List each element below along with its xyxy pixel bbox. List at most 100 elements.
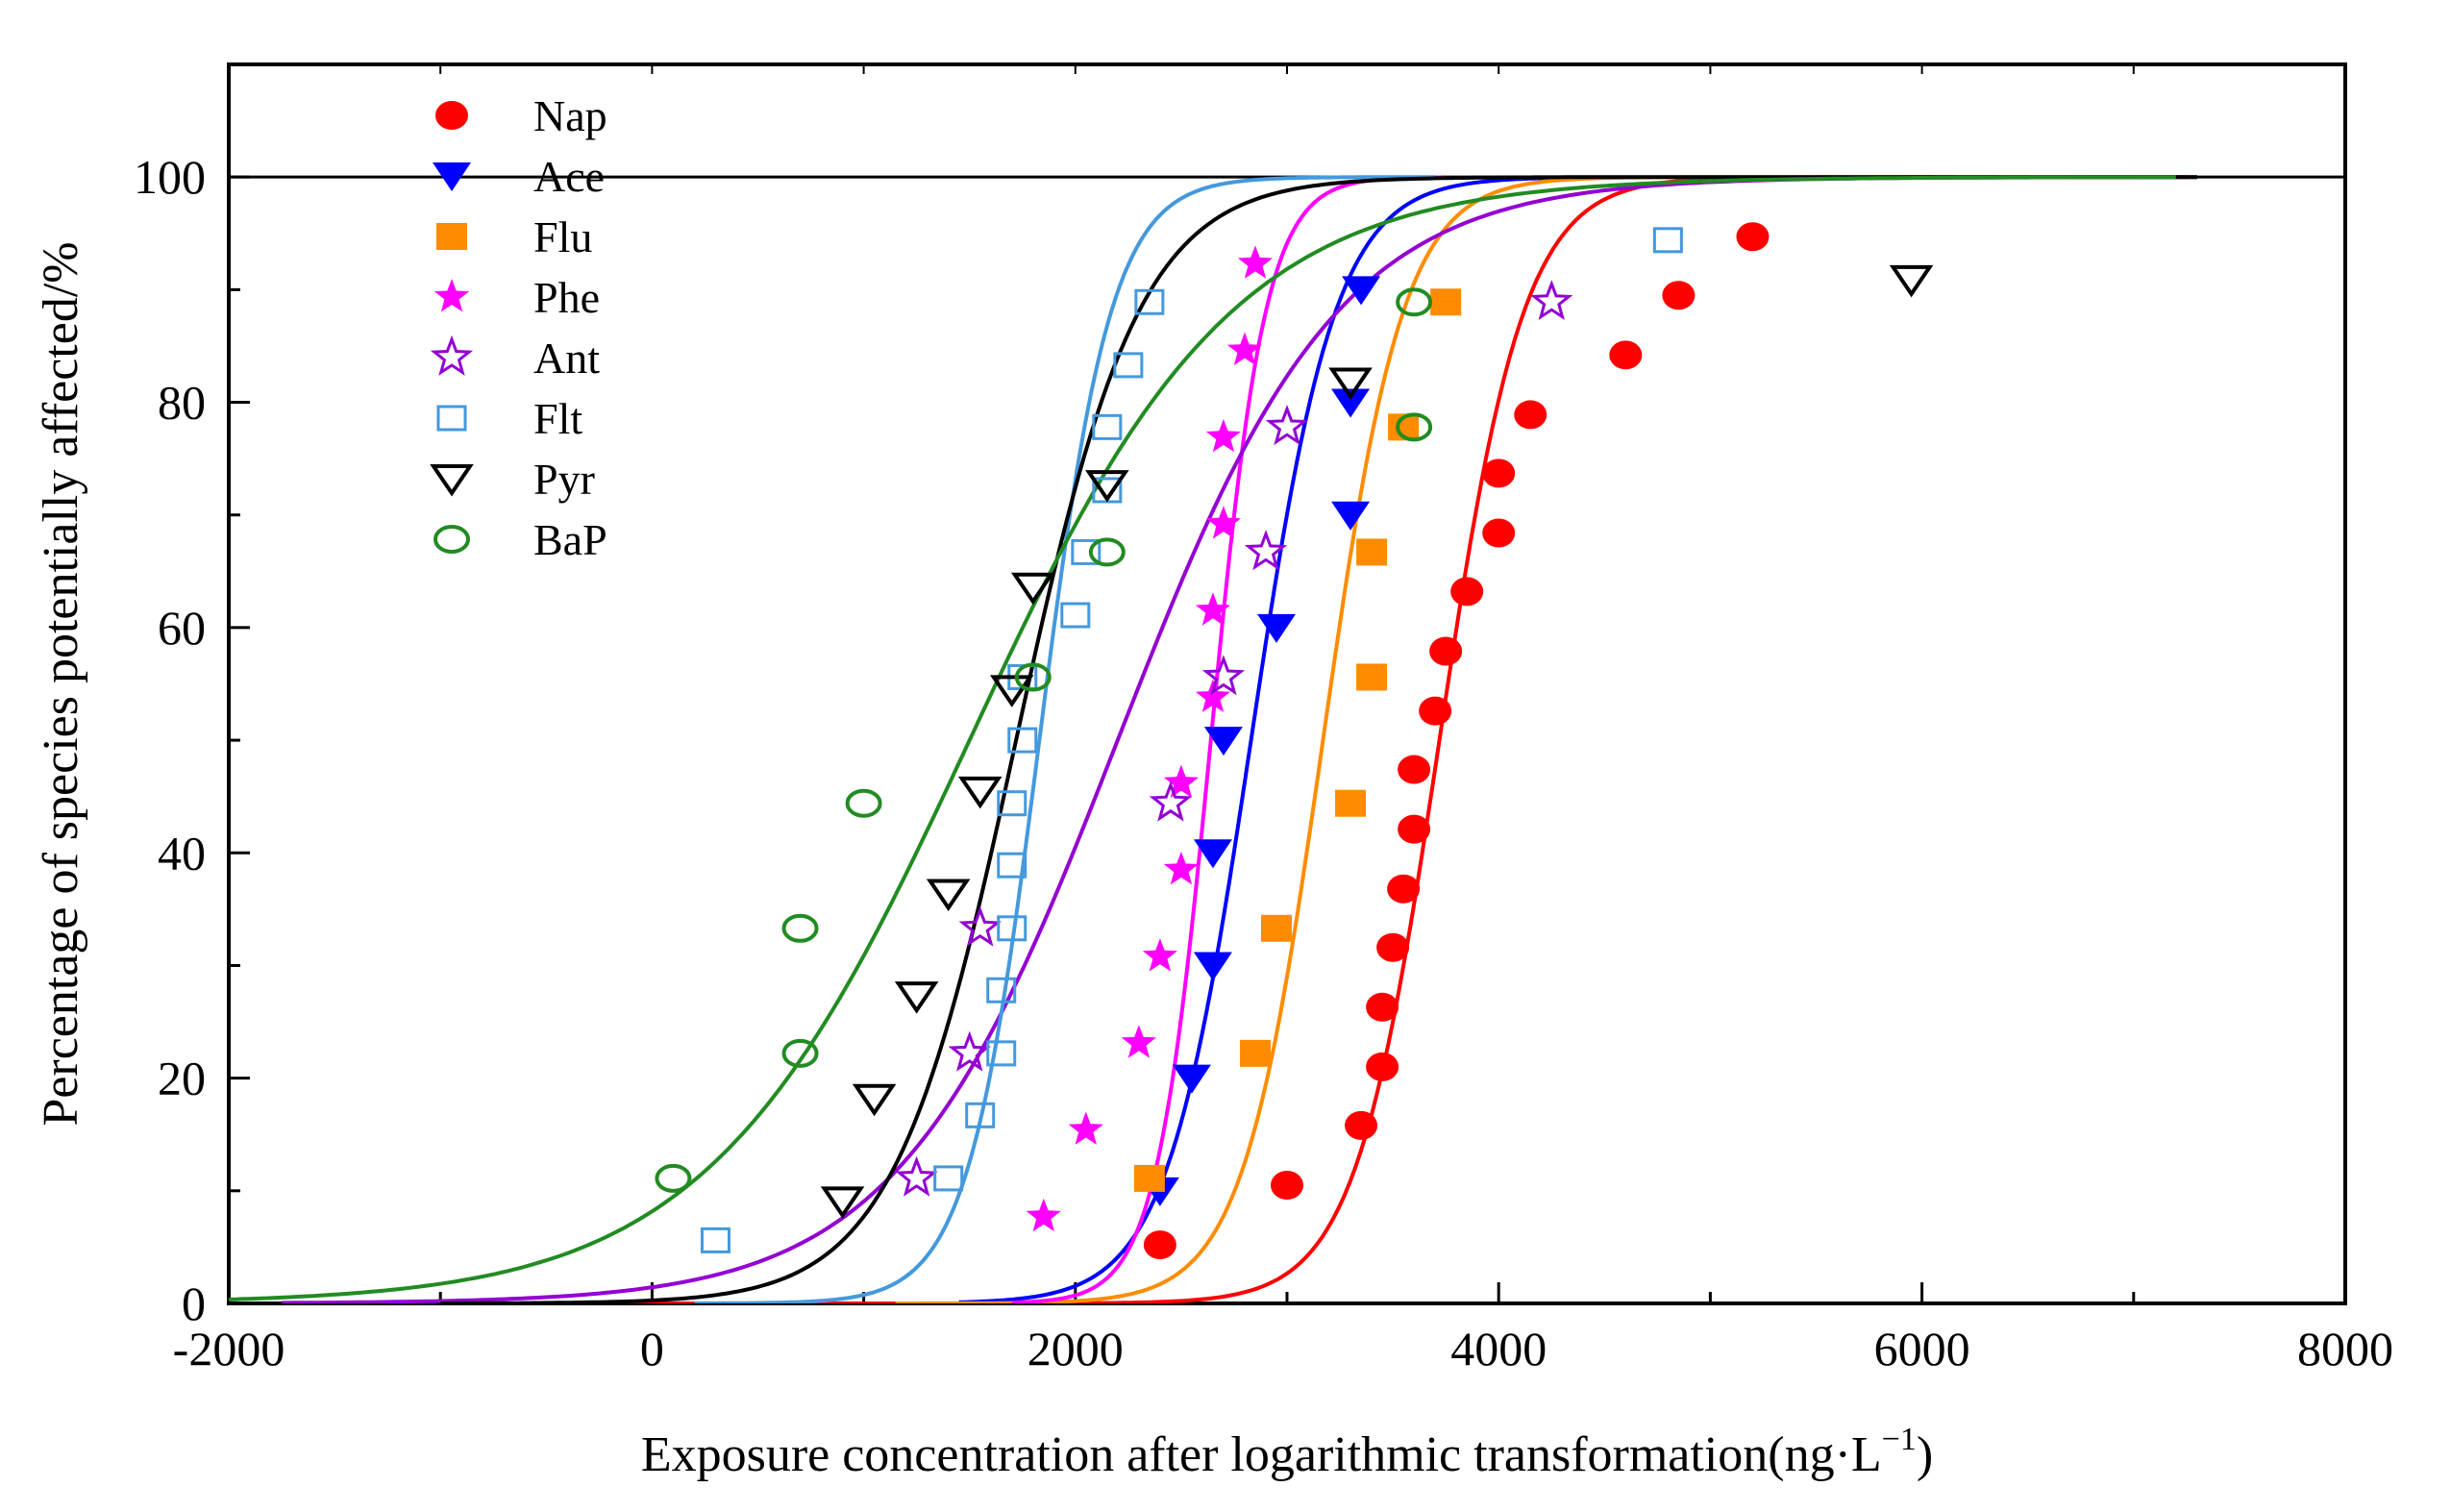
data-point-flt — [1060, 602, 1091, 629]
data-point-phe — [1205, 506, 1241, 539]
data-point-ant — [1201, 655, 1246, 696]
data-point-nap — [1345, 1110, 1378, 1140]
data-point-ace — [1203, 727, 1243, 756]
data-point-pyr — [1328, 367, 1373, 401]
data-point-nap — [1398, 755, 1431, 784]
x-tick-label: -2000 — [173, 1322, 285, 1376]
data-point-ace — [1256, 613, 1296, 643]
data-point-bap — [845, 788, 882, 818]
data-point-pyr — [1010, 572, 1055, 606]
data-point-phe — [1226, 332, 1262, 365]
data-point-nap — [1609, 340, 1643, 370]
data-point-flt — [997, 852, 1027, 879]
data-point-flt — [933, 1165, 964, 1192]
data-point-nap — [1366, 1052, 1399, 1081]
data-point-flt — [1652, 227, 1683, 254]
y-tick-label: 60 — [158, 601, 206, 655]
legend-marker-ace — [433, 162, 471, 191]
legend-marker-flt — [436, 405, 467, 432]
data-point-ant — [1265, 405, 1309, 446]
data-point-pyr — [894, 981, 939, 1014]
legend-label-flt: Flt — [533, 394, 582, 443]
x-tick-label: 0 — [640, 1322, 664, 1376]
legend-marker-flu — [436, 223, 467, 250]
data-point-nap — [1662, 281, 1696, 310]
data-point-phe — [1068, 1111, 1103, 1145]
data-point-flt — [700, 1227, 730, 1253]
legend-label-flu: Flu — [533, 212, 592, 261]
data-point-flt — [965, 1102, 996, 1128]
x-tick-label: 4000 — [1450, 1322, 1547, 1376]
data-point-phe — [1237, 245, 1273, 279]
data-point-flu — [1356, 538, 1388, 566]
data-point-ace — [1172, 1064, 1211, 1094]
data-point-ant — [895, 1155, 938, 1197]
legend-marker-bap — [433, 525, 470, 554]
data-point-bap — [655, 1163, 692, 1193]
data-point-nap — [1366, 992, 1399, 1022]
x-tick-label: 8000 — [2297, 1322, 2393, 1376]
legend-label-pyr: Pyr — [533, 455, 595, 504]
data-point-nap — [1419, 696, 1452, 726]
data-point-flt — [1092, 413, 1123, 440]
data-point-ant — [1244, 530, 1288, 571]
data-point-phe — [1163, 851, 1199, 885]
data-point-pyr — [1889, 264, 1934, 298]
data-point-phe — [1205, 418, 1241, 453]
data-point-nap — [1482, 459, 1516, 488]
data-point-phe — [1163, 764, 1199, 798]
data-point-pyr — [820, 1186, 865, 1219]
fit-curve-flt — [694, 175, 1436, 1303]
data-point-ant — [1149, 781, 1193, 822]
x-tick-label: 2000 — [1027, 1322, 1124, 1376]
legend-marker-ant — [430, 335, 474, 376]
data-point-flu — [1430, 288, 1462, 316]
data-point-flu — [1260, 914, 1292, 942]
data-point-flt — [1134, 288, 1165, 315]
data-point-nap — [1450, 577, 1484, 607]
data-point-ace — [1331, 501, 1371, 531]
data-point-flt — [1007, 727, 1038, 754]
data-point-nap — [1398, 814, 1431, 844]
data-point-nap — [1429, 636, 1463, 666]
data-point-bap — [781, 1038, 819, 1068]
legend-label-bap: BaP — [533, 515, 607, 564]
data-point-flt — [986, 977, 1017, 1004]
data-point-nap — [1376, 932, 1410, 962]
data-point-bap — [1396, 412, 1433, 442]
y-tick-label: 80 — [158, 376, 206, 430]
fit-curve-bap — [229, 175, 2176, 1301]
data-point-phe — [1195, 679, 1230, 712]
data-point-flu — [1133, 1164, 1165, 1192]
data-point-nap — [1482, 518, 1516, 548]
fit-curve-pyr — [440, 175, 2197, 1303]
y-tick-label: 100 — [134, 150, 206, 204]
legend-marker-pyr — [430, 464, 474, 497]
data-point-pyr — [926, 879, 971, 912]
legend-label-phe: Phe — [533, 273, 600, 322]
fit-curve-ace — [958, 176, 1552, 1303]
data-point-phe — [1142, 938, 1177, 972]
data-point-flt — [997, 915, 1027, 942]
data-point-bap — [1014, 662, 1052, 692]
legend-label-ant: Ant — [533, 334, 600, 383]
x-axis-title: Exposure concentration after logarithmic… — [641, 1422, 1933, 1482]
data-point-pyr — [957, 776, 1003, 809]
data-point-ant — [948, 1030, 991, 1072]
data-point-bap — [781, 913, 819, 943]
data-point-nap — [1271, 1170, 1303, 1200]
legend-label-ace: Ace — [533, 152, 605, 201]
y-axis-title: Percentage of species potentially affect… — [34, 241, 88, 1126]
y-tick-label: 20 — [158, 1052, 206, 1105]
legend-label-nap: Nap — [533, 91, 607, 140]
data-point-ace — [1342, 276, 1381, 306]
data-point-phe — [1121, 1025, 1156, 1058]
y-tick-label: 0 — [182, 1277, 206, 1330]
legend-marker-phe — [433, 279, 470, 312]
data-point-pyr — [852, 1083, 897, 1117]
data-point-flt — [1071, 538, 1102, 565]
data-point-pyr — [989, 675, 1034, 707]
data-point-phe — [1026, 1198, 1061, 1232]
